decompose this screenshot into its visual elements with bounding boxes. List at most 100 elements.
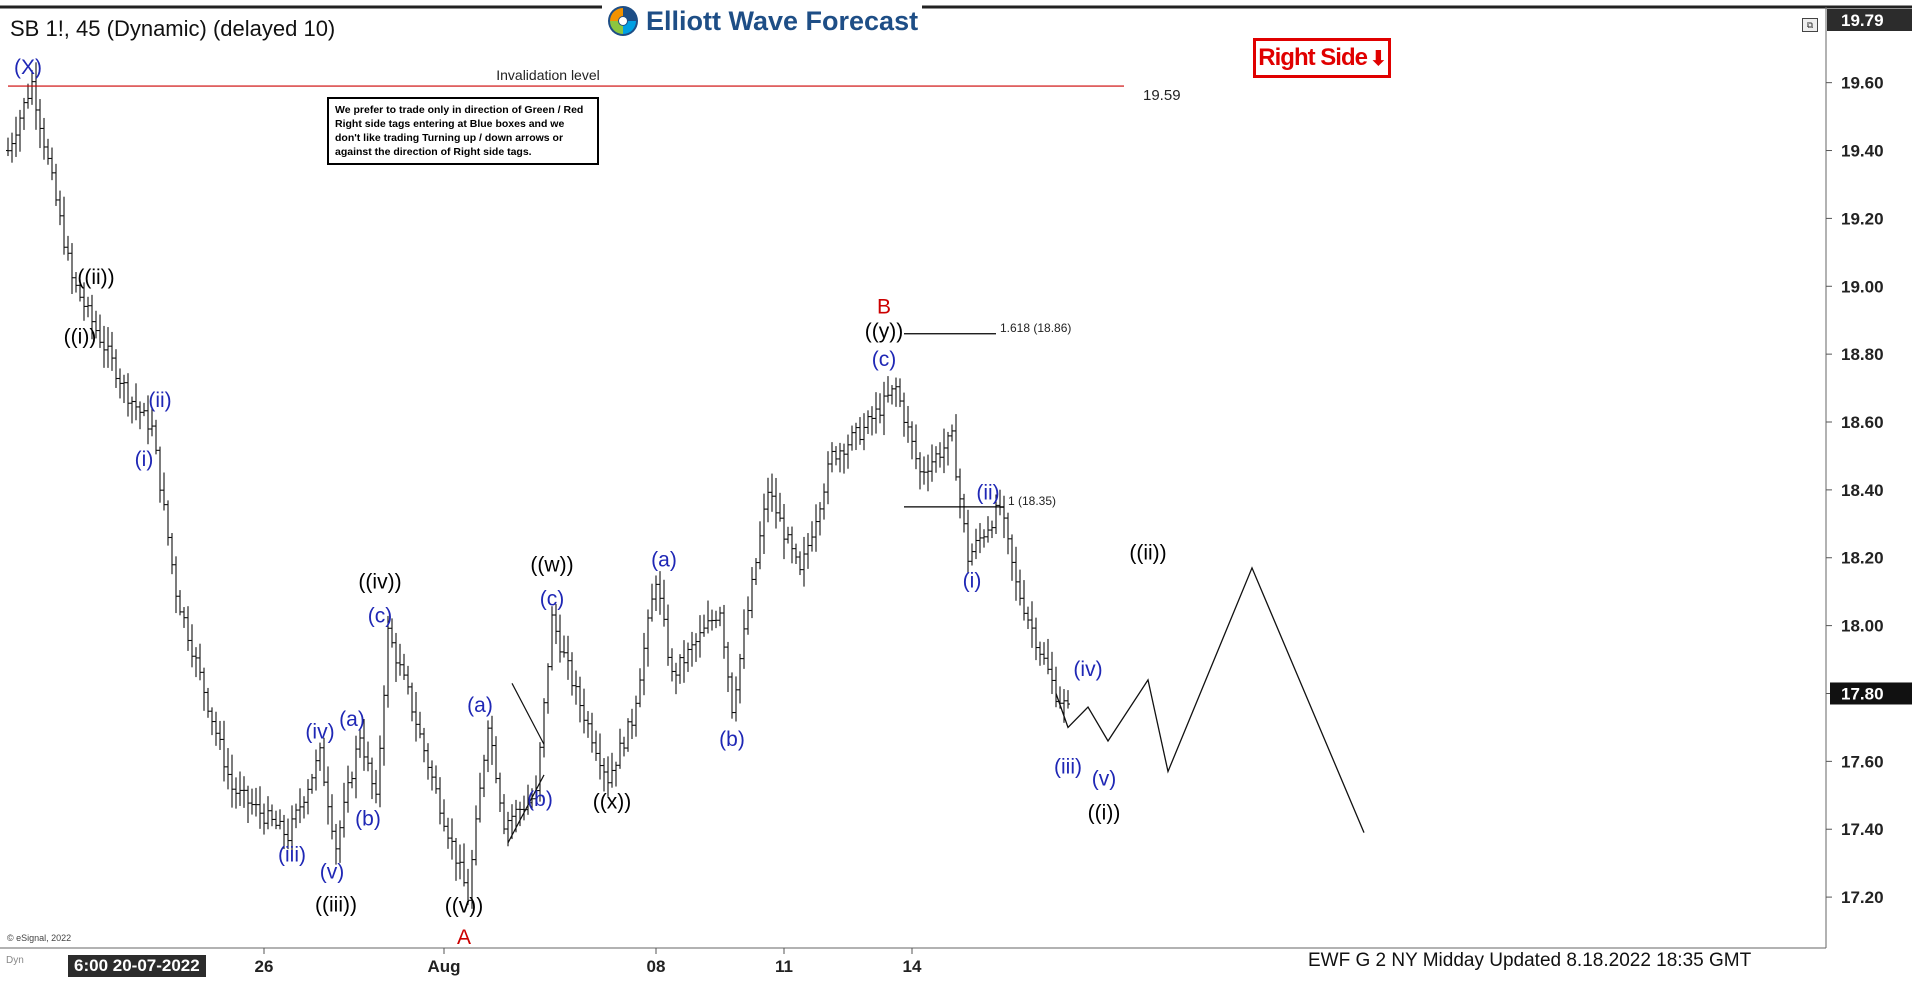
- price-bar: [386, 615, 390, 708]
- wave-label: (iv): [305, 721, 334, 744]
- price-bar: [94, 310, 98, 339]
- price-tick-label: 19.60: [1841, 74, 1884, 93]
- price-bar: [570, 652, 574, 696]
- price-tick-label: 18.20: [1841, 549, 1884, 568]
- price-bar: [146, 395, 150, 445]
- price-bar: [706, 600, 710, 634]
- time-tick-label: Aug: [427, 957, 460, 976]
- price-bar: [314, 749, 318, 791]
- price-bar: [642, 632, 646, 696]
- price-bar: [1014, 546, 1018, 601]
- invalidation-value: 19.59: [1143, 87, 1181, 104]
- price-bar: [790, 526, 794, 564]
- price-bar: [142, 402, 146, 417]
- price-bar: [830, 442, 834, 473]
- time-tick-label: 14: [903, 957, 922, 976]
- price-bar: [654, 575, 658, 612]
- price-bar: [50, 147, 54, 181]
- price-bar: [98, 314, 102, 348]
- price-bar: [202, 667, 206, 711]
- price-bar: [650, 583, 654, 622]
- price-bar: [90, 294, 94, 340]
- price-bar: [62, 196, 66, 255]
- price-bar: [362, 719, 366, 771]
- price-bar: [798, 551, 802, 576]
- price-bar: [770, 473, 774, 512]
- price-bar: [42, 117, 46, 160]
- price-bar: [918, 452, 922, 490]
- price-bar: [970, 543, 974, 566]
- price-bar: [186, 606, 190, 651]
- price-bar: [594, 730, 598, 761]
- current-price-label: 17.80: [1841, 684, 1884, 703]
- price-bar: [450, 818, 454, 860]
- price-bar: [478, 772, 482, 823]
- price-bar: [278, 809, 282, 830]
- price-bar: [434, 765, 438, 794]
- price-bar: [530, 788, 534, 810]
- wave-label: ((iv)): [358, 571, 401, 594]
- price-bar: [694, 633, 698, 662]
- price-bar: [174, 556, 178, 614]
- price-bar: [66, 235, 70, 261]
- time-tick-label: 26: [255, 957, 274, 976]
- price-bar: [230, 754, 234, 808]
- restore-window-icon[interactable]: ⧉: [1802, 18, 1818, 32]
- price-bar: [994, 494, 998, 534]
- price-bar: [410, 682, 414, 722]
- price-bar: [442, 799, 446, 832]
- price-bar: [662, 579, 666, 627]
- price-tick-label: 17.20: [1841, 888, 1884, 907]
- price-bar: [1030, 601, 1034, 648]
- price-bar: [490, 715, 494, 765]
- price-bar: [258, 786, 262, 829]
- price-bar: [1054, 666, 1058, 708]
- price-bar: [266, 796, 270, 830]
- price-bar: [350, 771, 354, 789]
- price-bar: [754, 558, 758, 585]
- wave-label: (ii): [148, 389, 171, 412]
- price-bar: [890, 385, 894, 405]
- price-bar: [126, 373, 130, 417]
- price-bar: [430, 760, 434, 791]
- logo-icon: [608, 6, 638, 36]
- price-bar: [906, 405, 910, 443]
- price-bar: [1066, 690, 1070, 709]
- price-bar: [158, 446, 162, 503]
- price-bar: [282, 814, 286, 850]
- time-tick-label: 11: [775, 957, 793, 976]
- channel-line: [511, 683, 545, 745]
- wave-label: (a): [339, 708, 365, 731]
- price-bar: [674, 662, 678, 695]
- price-bar: [1034, 617, 1038, 661]
- price-bar: [746, 596, 750, 635]
- price-bar: [18, 109, 22, 152]
- wave-label: (b): [355, 808, 381, 831]
- price-bar: [14, 116, 18, 157]
- price-bar: [510, 804, 514, 840]
- price-bar: [106, 327, 110, 368]
- price-bar: [782, 504, 786, 560]
- wave-label: ((w)): [530, 554, 573, 577]
- price-bar: [1018, 569, 1022, 606]
- price-bar: [254, 787, 258, 817]
- price-bar: [286, 818, 290, 850]
- price-bar: [330, 794, 334, 840]
- wave-label: (b): [527, 788, 553, 811]
- price-bar: [398, 643, 402, 676]
- symbol-title: SB 1!, 45 (Dynamic) (delayed 10): [10, 16, 336, 41]
- wave-label: (i): [135, 448, 154, 471]
- price-bar: [874, 392, 878, 434]
- price-bar: [394, 632, 398, 682]
- price-bar: [198, 643, 202, 681]
- price-bar: [306, 779, 310, 815]
- price-bar: [990, 520, 994, 539]
- price-bar: [78, 280, 82, 302]
- price-bar: [758, 521, 762, 570]
- price-tick-label: 18.00: [1841, 617, 1884, 636]
- price-bar: [6, 137, 10, 157]
- trading-note: We prefer to trade only in direction of …: [327, 97, 599, 165]
- price-bar: [458, 844, 462, 880]
- price-bar: [962, 493, 966, 533]
- ext-1618-label: 1.618 (18.86): [1000, 321, 1071, 335]
